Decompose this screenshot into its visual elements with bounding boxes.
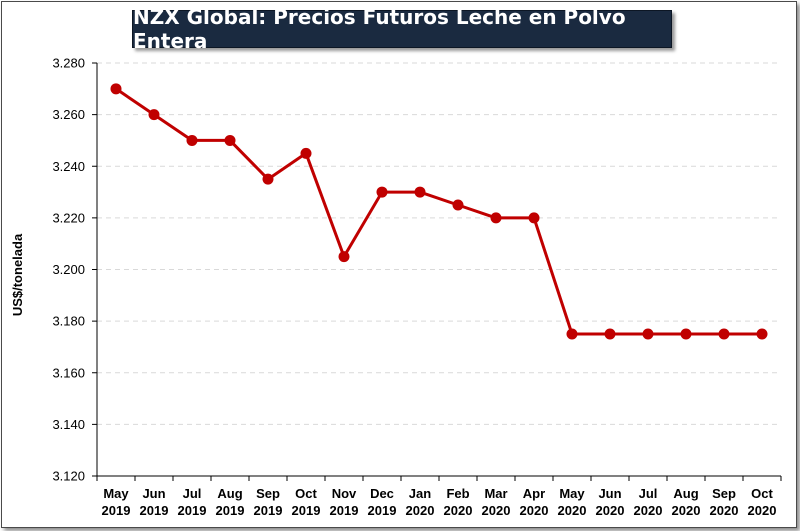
data-point [680, 328, 692, 340]
x-tick-label: Aug 2019 [216, 486, 245, 518]
y-axis-label: US$/tonelada [10, 233, 25, 316]
x-tick-year: 2019 [330, 503, 359, 518]
x-tick-year: 2020 [596, 503, 625, 518]
y-tick-label: 3.240 [52, 159, 85, 174]
x-tick-label: Jul 2019 [178, 486, 207, 518]
x-tick-month: Jun [598, 486, 621, 501]
x-tick-month: Jan [409, 486, 431, 501]
x-tick-year: 2019 [216, 503, 245, 518]
y-tick-label: 3.220 [52, 210, 85, 225]
x-tick-month: Dec [370, 486, 394, 501]
x-tick-year: 2020 [482, 503, 511, 518]
x-tick-month: Apr [523, 486, 545, 501]
data-point [338, 251, 350, 263]
x-tick-month: Sep [256, 486, 280, 501]
x-axis-ticks: May 2019 Jun 2019 Jul 2019 Aug 2019 Sep 2019 Oct 20… [96, 476, 782, 518]
x-tick-year: 2020 [558, 503, 587, 518]
data-point [566, 328, 578, 340]
x-tick-label: Jul 2020 [634, 486, 663, 518]
data-point [756, 328, 768, 340]
data-point [186, 134, 198, 146]
x-tick-label: Feb 2020 [444, 486, 473, 518]
data-point [490, 212, 502, 224]
x-tick-label: Nov 2019 [330, 486, 359, 518]
x-tick-label: Oct 2019 [292, 486, 321, 518]
y-tick-label: 3.140 [52, 417, 85, 432]
x-tick-year: 2019 [292, 503, 321, 518]
data-point [718, 328, 730, 340]
x-tick-label: Apr 2020 [520, 486, 549, 518]
y-axis-ticks: 3.120 3.140 3.160 3.180 3.200 3.220 3.240 3.260… [52, 56, 97, 484]
x-tick-label: Oct 2020 [748, 486, 777, 518]
x-tick-month: Aug [673, 486, 698, 501]
data-point [528, 212, 540, 224]
x-tick-label: Sep 2020 [710, 486, 739, 518]
x-tick-month: Oct [751, 486, 773, 501]
y-tick-label: 3.260 [52, 107, 85, 122]
x-tick-label: Sep 2019 [254, 486, 283, 518]
data-point [376, 186, 388, 198]
x-tick-label: Jun 2020 [596, 486, 625, 518]
data-point [148, 109, 160, 121]
x-tick-year: 2019 [102, 503, 131, 518]
x-tick-year: 2020 [748, 503, 777, 518]
x-tick-year: 2020 [444, 503, 473, 518]
x-tick-label: May 2020 [558, 486, 587, 518]
x-tick-month: Aug [217, 486, 242, 501]
x-tick-label: Jan 2020 [406, 486, 435, 518]
data-point [224, 134, 236, 146]
data-point [642, 328, 654, 340]
x-tick-month: May [103, 486, 129, 501]
x-tick-year: 2019 [178, 503, 207, 518]
x-tick-year: 2020 [672, 503, 701, 518]
x-tick-label: Jun 2019 [140, 486, 169, 518]
grid-lines [97, 62, 781, 425]
x-tick-month: Feb [446, 486, 469, 501]
x-tick-month: Jun [142, 486, 165, 501]
data-point [300, 147, 312, 159]
series-line-path [115, 87, 762, 336]
x-tick-year: 2020 [406, 503, 435, 518]
x-tick-month: Nov [332, 486, 357, 501]
y-tick-label: 3.180 [52, 314, 85, 329]
x-tick-month: Jul [639, 486, 658, 501]
x-tick-label: Aug 2020 [672, 486, 701, 518]
x-tick-label: Dec 2019 [368, 486, 397, 518]
x-tick-year: 2019 [140, 503, 169, 518]
x-tick-year: 2020 [634, 503, 663, 518]
data-point [110, 83, 122, 95]
x-tick-year: 2020 [520, 503, 549, 518]
y-tick-label: 3.200 [52, 262, 85, 277]
data-point [452, 199, 464, 211]
x-tick-year: 2020 [710, 503, 739, 518]
data-point [604, 328, 616, 340]
data-point [262, 173, 274, 185]
x-tick-label: May 2019 [102, 486, 131, 518]
x-tick-month: May [559, 486, 585, 501]
x-tick-month: Sep [712, 486, 736, 501]
x-tick-year: 2019 [368, 503, 397, 518]
x-tick-month: Oct [295, 486, 317, 501]
x-tick-month: Jul [183, 486, 202, 501]
x-tick-month: Mar [484, 486, 507, 501]
x-tick-label: Mar 2020 [482, 486, 511, 518]
x-tick-year: 2019 [254, 503, 283, 518]
y-tick-label: 3.120 [52, 469, 85, 484]
y-tick-label: 3.280 [52, 56, 85, 71]
y-tick-label: 3.160 [52, 365, 85, 380]
series-line [110, 83, 768, 340]
data-point [414, 186, 426, 198]
